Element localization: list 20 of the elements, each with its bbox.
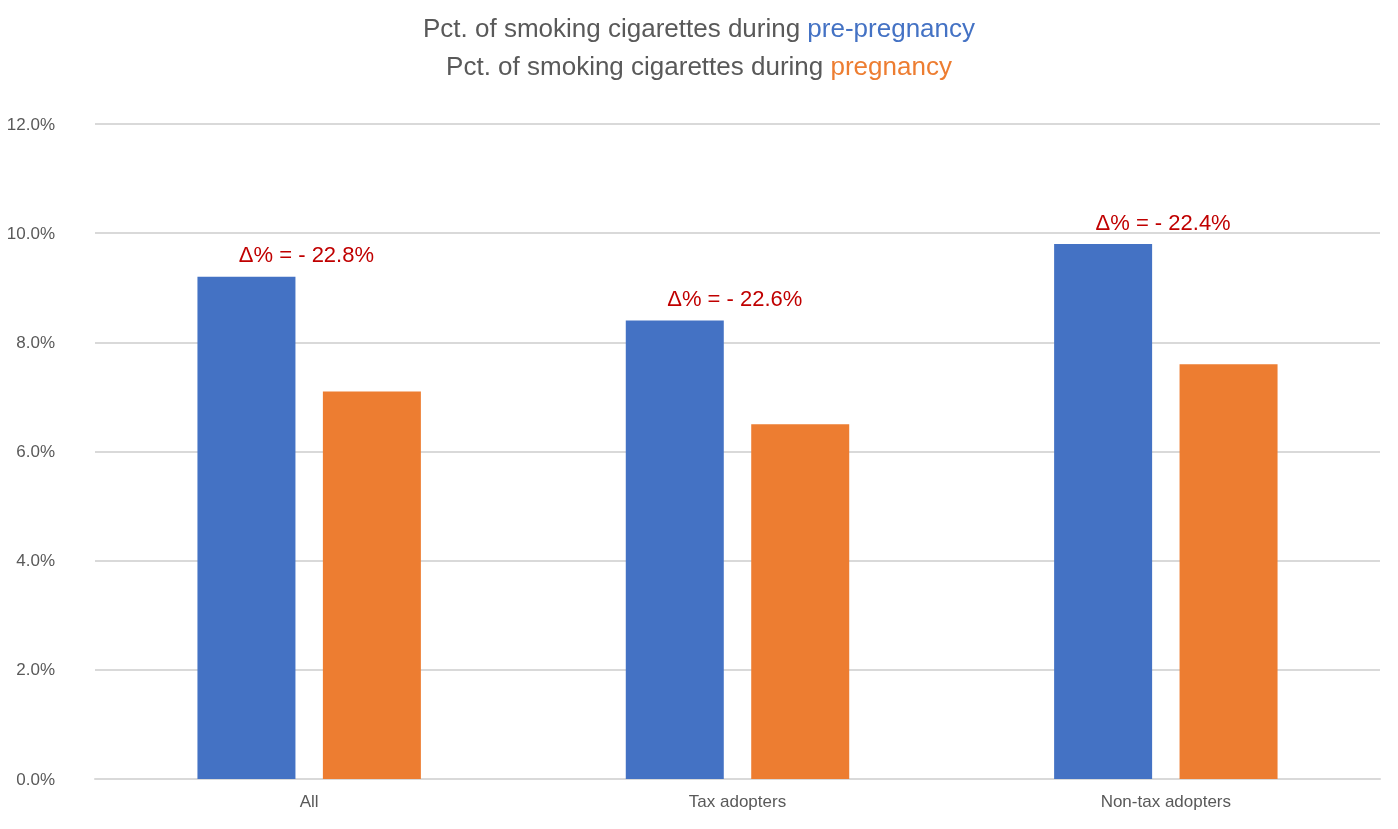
annotation: Δ% = - 22.6% (667, 286, 803, 311)
bar (751, 424, 850, 779)
chart-title: Pct. of smoking cigarettes during pre-pregnancy Pct. of smoking cigarettes during pregnancy (422, 13, 976, 81)
y-tick-label: 4.0% (16, 551, 55, 571)
y-tick-label: 10.0% (6, 223, 55, 243)
y-tick-label: 0.0% (16, 769, 55, 789)
y-tick-label: 6.0% (16, 442, 55, 461)
y-tick-label: 12.0% (6, 114, 55, 134)
bar (322, 391, 421, 779)
x-tick-label: Non-tax adopters (1100, 792, 1232, 811)
bar (1179, 364, 1278, 779)
annotation: Δ% = - 22.4% (1095, 209, 1231, 235)
bar (625, 320, 724, 779)
bar (197, 276, 296, 779)
x-tick-label: Tax adopters (688, 792, 787, 811)
x-tick-label: All (299, 792, 319, 811)
bar (1054, 244, 1153, 779)
annotation: Δ% = - 22.8% (238, 242, 375, 268)
y-tick-label: 8.0% (16, 332, 55, 352)
y-tick-label: 2.0% (16, 660, 55, 680)
